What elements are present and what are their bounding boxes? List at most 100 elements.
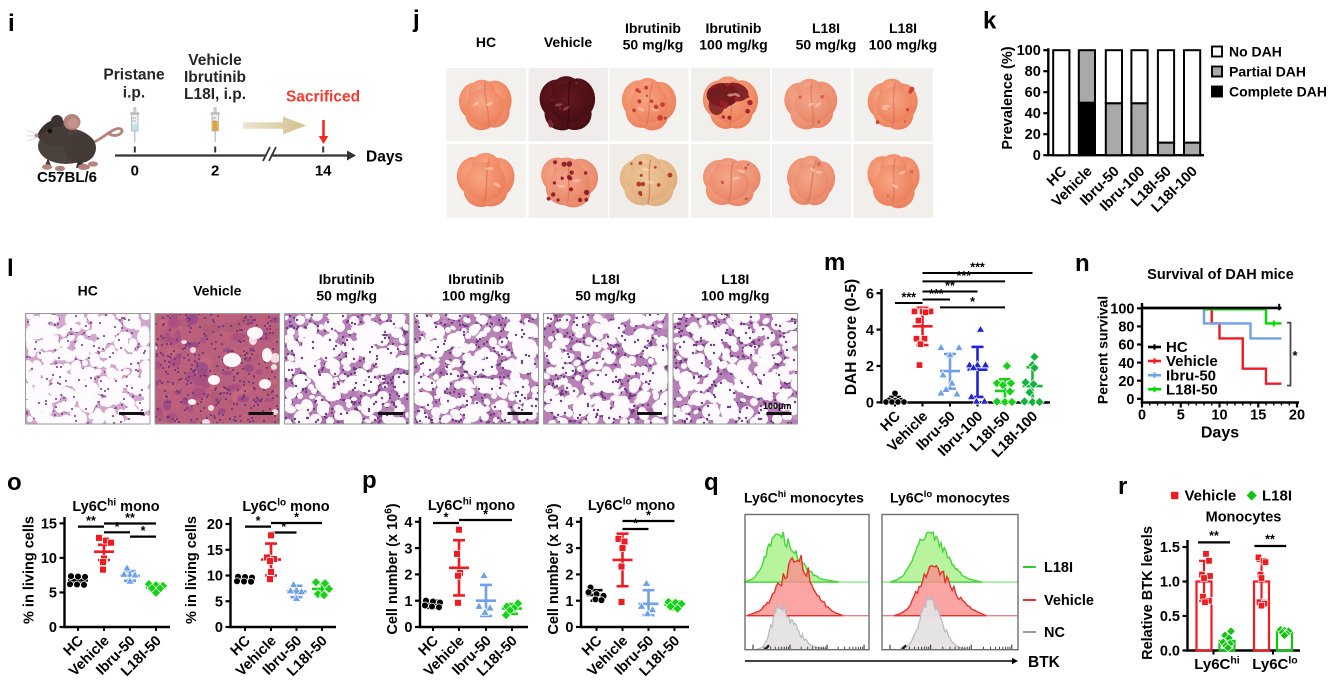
svg-text:Survival of DAH mice: Survival of DAH mice [1147, 267, 1294, 283]
svg-text:15: 15 [41, 517, 57, 533]
svg-text:80: 80 [1025, 64, 1041, 80]
svg-text:4: 4 [866, 323, 874, 339]
svg-text:Cell number (x 106): Cell number (x 106) [384, 503, 402, 634]
svg-text:*: * [256, 514, 261, 528]
svg-text:Ly6Chi monocytes: Ly6Chi monocytes [744, 489, 864, 506]
svg-text:DAH score (0-5): DAH score (0-5) [843, 279, 860, 395]
svg-text:***: *** [901, 291, 916, 305]
svg-text:Cell number (x 106): Cell number (x 106) [545, 503, 563, 634]
svg-text:Pristane: Pristane [103, 67, 165, 84]
svg-text:Ly6Clo monocytes: Ly6Clo monocytes [890, 489, 1010, 506]
svg-text:Ibrutinib: Ibrutinib [319, 271, 375, 287]
svg-text:**: ** [86, 514, 96, 528]
svg-text:q: q [704, 469, 719, 496]
svg-text:5: 5 [1177, 408, 1185, 424]
svg-text:% in living cells: % in living cells [22, 516, 38, 624]
svg-text:i: i [8, 10, 15, 37]
svg-text:14: 14 [315, 163, 332, 180]
svg-text:Prevalence (%): Prevalence (%) [1000, 46, 1016, 149]
svg-text:j: j [412, 6, 420, 33]
svg-text:50 mg/kg: 50 mg/kg [575, 288, 636, 304]
svg-text:*: * [115, 520, 120, 534]
svg-text:Ibrutinib: Ibrutinib [184, 69, 246, 86]
svg-text:l: l [7, 255, 14, 282]
svg-text:Percent survival: Percent survival [1095, 296, 1111, 404]
svg-text:3: 3 [404, 541, 412, 557]
svg-text:20: 20 [1118, 374, 1134, 390]
svg-text:10: 10 [41, 551, 57, 567]
svg-text:*: * [281, 520, 286, 534]
svg-text:100 mg/kg: 100 mg/kg [442, 288, 510, 304]
svg-text:10: 10 [207, 569, 223, 585]
svg-text:20: 20 [207, 517, 223, 533]
svg-text:HC: HC [476, 34, 496, 50]
svg-text:***: *** [956, 269, 971, 283]
svg-text:50 mg/kg: 50 mg/kg [316, 288, 377, 304]
svg-text:Ly6Chi mono: Ly6Chi mono [428, 497, 515, 515]
svg-text:40: 40 [1118, 356, 1134, 372]
svg-text:L18I: L18I [721, 271, 749, 287]
svg-text:No DAH: No DAH [1229, 44, 1282, 60]
svg-text:% in living cells: % in living cells [184, 516, 200, 624]
svg-text:HC: HC [78, 283, 98, 299]
svg-text:*: * [141, 524, 146, 538]
svg-text:0: 0 [404, 620, 412, 636]
svg-text:*: * [970, 295, 975, 309]
svg-text:Vehicle: Vehicle [193, 283, 241, 299]
svg-text:p: p [362, 467, 377, 494]
svg-text:20: 20 [1025, 127, 1041, 143]
svg-text:1: 1 [404, 594, 412, 610]
svg-text:L18I, i.p.: L18I, i.p. [184, 86, 246, 103]
svg-text:3: 3 [565, 541, 573, 557]
svg-text:2: 2 [866, 359, 874, 375]
svg-text:100μm: 100μm [763, 401, 792, 411]
svg-text:Ly6Clo mono: Ly6Clo mono [242, 498, 329, 516]
svg-text:2: 2 [565, 568, 573, 584]
svg-text:***: *** [970, 261, 985, 275]
svg-text:L18I: L18I [592, 271, 620, 287]
svg-text:0: 0 [1126, 392, 1134, 408]
svg-text:r: r [1118, 473, 1127, 500]
svg-text:0: 0 [1138, 408, 1146, 424]
svg-text:0: 0 [215, 620, 223, 636]
svg-text:20: 20 [1289, 408, 1305, 424]
svg-text:i.p.: i.p. [123, 85, 145, 102]
svg-text:Complete DAH: Complete DAH [1229, 84, 1327, 100]
svg-text:80: 80 [1118, 320, 1134, 336]
svg-text:4: 4 [404, 515, 412, 531]
svg-text:k: k [983, 8, 997, 35]
svg-text:6: 6 [866, 286, 874, 302]
svg-text:0: 0 [49, 620, 57, 636]
svg-text:4: 4 [565, 515, 573, 531]
svg-text:100 mg/kg: 100 mg/kg [701, 288, 769, 304]
svg-text:Days: Days [366, 149, 403, 166]
svg-text:50 mg/kg: 50 mg/kg [796, 37, 857, 53]
svg-text:1: 1 [565, 594, 573, 610]
svg-text:Partial DAH: Partial DAH [1229, 64, 1306, 80]
svg-text:Days: Days [1201, 425, 1239, 442]
svg-text:*: * [633, 517, 638, 531]
svg-text:60: 60 [1025, 85, 1041, 101]
svg-text:Vehicle: Vehicle [544, 34, 592, 50]
svg-text:0: 0 [866, 396, 874, 412]
svg-text:Ibrutinib: Ibrutinib [625, 20, 681, 36]
svg-text:Vehicle: Vehicle [188, 52, 242, 69]
svg-text:60: 60 [1118, 338, 1134, 354]
svg-text:50 mg/kg: 50 mg/kg [623, 37, 684, 53]
svg-text:100: 100 [1017, 43, 1041, 59]
svg-text:o: o [7, 469, 22, 496]
svg-text:15: 15 [1250, 408, 1266, 424]
svg-text:Ibrutinib: Ibrutinib [448, 271, 504, 287]
svg-text:L18I-50: L18I-50 [1166, 382, 1218, 399]
svg-text:0: 0 [131, 163, 139, 180]
svg-text:100 mg/kg: 100 mg/kg [869, 37, 937, 53]
svg-text:***: *** [929, 287, 944, 301]
svg-text:5: 5 [215, 594, 223, 610]
svg-text:2: 2 [404, 568, 412, 584]
svg-text:L18I: L18I [889, 20, 917, 36]
svg-text:Ibrutinib: Ibrutinib [706, 20, 762, 36]
svg-text:100 mg/kg: 100 mg/kg [699, 37, 767, 53]
svg-text:0: 0 [565, 620, 573, 636]
svg-text:Ly6Chi mono: Ly6Chi mono [72, 498, 159, 516]
svg-text:40: 40 [1025, 106, 1041, 122]
